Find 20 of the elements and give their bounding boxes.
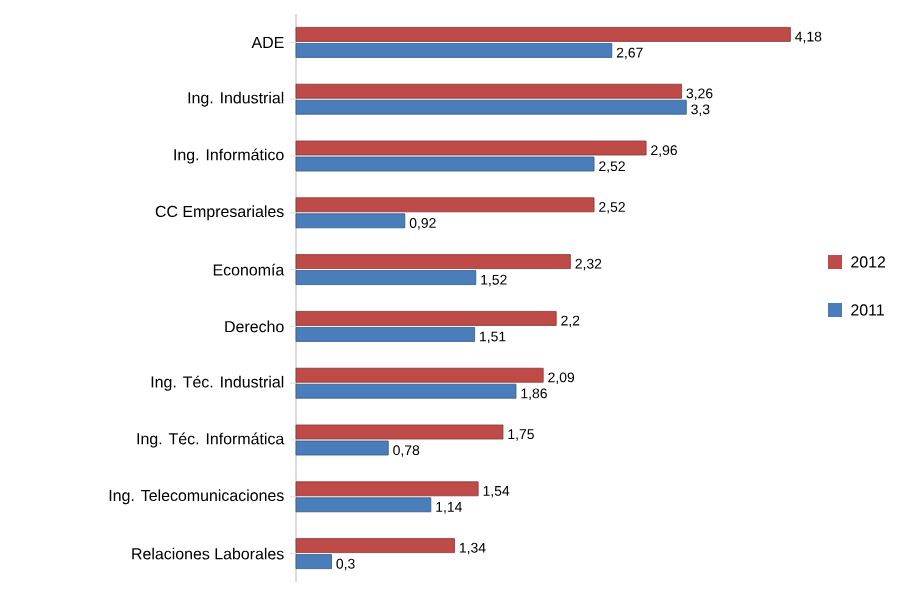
bar — [295, 27, 791, 42]
bar — [295, 270, 477, 285]
bar — [295, 538, 455, 554]
bar — [295, 99, 687, 115]
bar — [295, 554, 332, 570]
bar — [295, 83, 682, 99]
bar — [295, 497, 432, 513]
bar — [295, 383, 517, 399]
bar — [295, 481, 479, 497]
bar — [295, 440, 389, 456]
bar — [295, 213, 406, 229]
bar — [295, 367, 544, 383]
bar — [295, 156, 595, 172]
bar — [295, 197, 595, 213]
bar — [295, 424, 504, 440]
bar — [295, 43, 613, 58]
bar — [295, 140, 647, 156]
bar — [295, 254, 571, 269]
bar — [295, 311, 557, 326]
bar — [295, 327, 475, 342]
